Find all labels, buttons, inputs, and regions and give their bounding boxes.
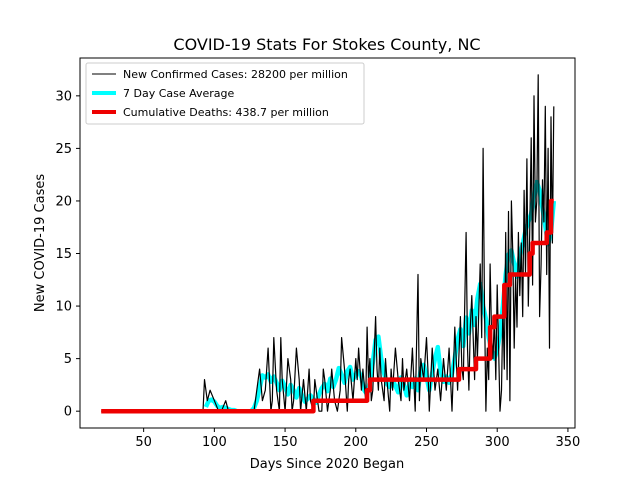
legend-box — [85, 62, 365, 125]
y-tick-label: 20 — [55, 194, 72, 209]
y-tick-label: 25 — [55, 142, 72, 157]
legend-label-new-cases: New Confirmed Cases: 28200 per million — [123, 68, 348, 81]
x-axis: 50 100 150 200 250 300 350 — [135, 428, 580, 450]
y-tick-label: 0 — [64, 405, 72, 420]
x-tick-label: 150 — [273, 435, 298, 450]
x-tick-label: 350 — [556, 435, 581, 450]
legend-label-cumulative-deaths: Cumulative Deaths: 438.7 per million — [123, 106, 329, 119]
y-axis-title: New COVID-19 Cases — [33, 174, 48, 312]
series-line-2 — [101, 198, 554, 414]
x-tick-label: 50 — [135, 435, 152, 450]
chart-title: COVID-19 Stats For Stokes County, NC — [173, 35, 480, 54]
x-tick-label: 100 — [202, 435, 227, 450]
y-tick-label: 5 — [64, 352, 72, 367]
x-axis-title: Days Since 2020 Began — [250, 457, 405, 472]
series-layer — [101, 74, 557, 414]
legend: New Confirmed Cases: 28200 per million 7… — [85, 62, 365, 125]
y-tick-label: 30 — [55, 89, 72, 104]
plot-area-frame — [79, 57, 576, 429]
x-tick-label: 250 — [414, 435, 439, 450]
y-tick-label: 10 — [55, 300, 72, 315]
legend-label-7day-average: 7 Day Case Average — [123, 87, 235, 100]
y-tick-label: 15 — [55, 247, 72, 262]
x-tick-label: 300 — [485, 435, 510, 450]
x-tick-label: 200 — [343, 435, 368, 450]
series-line-0 — [101, 74, 555, 412]
y-axis: 0 5 10 15 20 25 30 — [55, 89, 80, 420]
